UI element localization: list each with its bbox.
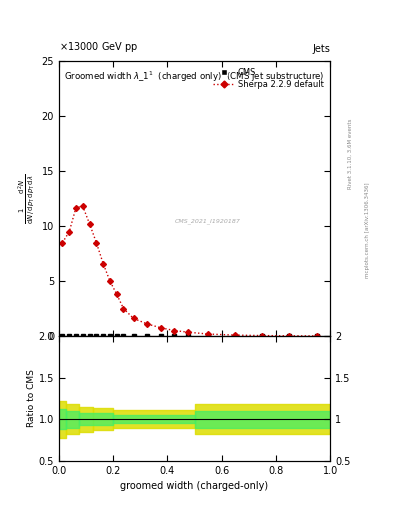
Sherpa 2.2.9 default: [233, 332, 237, 338]
Sherpa 2.2.9 default: [314, 333, 319, 339]
Text: Rivet 3.1.10, 3.6M events: Rivet 3.1.10, 3.6M events: [347, 118, 352, 189]
CMS: [81, 333, 85, 339]
Line: Sherpa 2.2.9 default: Sherpa 2.2.9 default: [61, 204, 319, 338]
Text: Jets: Jets: [312, 44, 330, 54]
CMS: [60, 333, 65, 339]
Y-axis label: Ratio to CMS: Ratio to CMS: [27, 370, 36, 428]
CMS: [73, 333, 78, 339]
Sherpa 2.2.9 default: [206, 331, 211, 337]
Text: $\times$13000 GeV pp: $\times$13000 GeV pp: [59, 40, 138, 54]
Legend: CMS, Sherpa 2.2.9 default: CMS, Sherpa 2.2.9 default: [211, 66, 326, 91]
CMS: [314, 333, 319, 339]
CMS: [114, 333, 119, 339]
CMS: [158, 333, 163, 339]
Sherpa 2.2.9 default: [145, 321, 149, 327]
Sherpa 2.2.9 default: [87, 221, 92, 227]
Sherpa 2.2.9 default: [185, 329, 190, 335]
CMS: [145, 333, 149, 339]
Sherpa 2.2.9 default: [60, 240, 65, 246]
Sherpa 2.2.9 default: [81, 203, 85, 209]
Text: mcplots.cern.ch [arXiv:1306.3436]: mcplots.cern.ch [arXiv:1306.3436]: [365, 183, 370, 278]
Sherpa 2.2.9 default: [121, 306, 126, 312]
CMS: [185, 333, 190, 339]
CMS: [287, 333, 292, 339]
Sherpa 2.2.9 default: [158, 325, 163, 331]
Sherpa 2.2.9 default: [101, 261, 105, 267]
Text: CMS_2021_I1920187: CMS_2021_I1920187: [175, 218, 241, 224]
Text: Groomed width $\lambda\_1^1$  (charged only)  (CMS jet substructure): Groomed width $\lambda\_1^1$ (charged on…: [64, 70, 325, 84]
CMS: [233, 333, 237, 339]
Sherpa 2.2.9 default: [67, 228, 72, 234]
Y-axis label: $\frac{1}{\mathrm{d}N\,/\,\mathrm{d}p_\mathrm{T}}\frac{\mathrm{d}^2 N}{\mathrm{d: $\frac{1}{\mathrm{d}N\,/\,\mathrm{d}p_\m…: [17, 174, 37, 224]
CMS: [67, 333, 72, 339]
Sherpa 2.2.9 default: [94, 240, 99, 246]
Sherpa 2.2.9 default: [287, 333, 292, 339]
Line: CMS: CMS: [61, 334, 319, 338]
Sherpa 2.2.9 default: [108, 278, 112, 284]
Sherpa 2.2.9 default: [172, 328, 176, 334]
Sherpa 2.2.9 default: [114, 291, 119, 297]
CMS: [260, 333, 265, 339]
CMS: [172, 333, 176, 339]
CMS: [94, 333, 99, 339]
CMS: [101, 333, 105, 339]
Sherpa 2.2.9 default: [73, 204, 78, 210]
X-axis label: groomed width (charged-only): groomed width (charged-only): [121, 481, 268, 491]
CMS: [87, 333, 92, 339]
CMS: [206, 333, 211, 339]
Sherpa 2.2.9 default: [131, 315, 136, 322]
CMS: [131, 333, 136, 339]
CMS: [108, 333, 112, 339]
CMS: [121, 333, 126, 339]
Sherpa 2.2.9 default: [260, 332, 265, 338]
